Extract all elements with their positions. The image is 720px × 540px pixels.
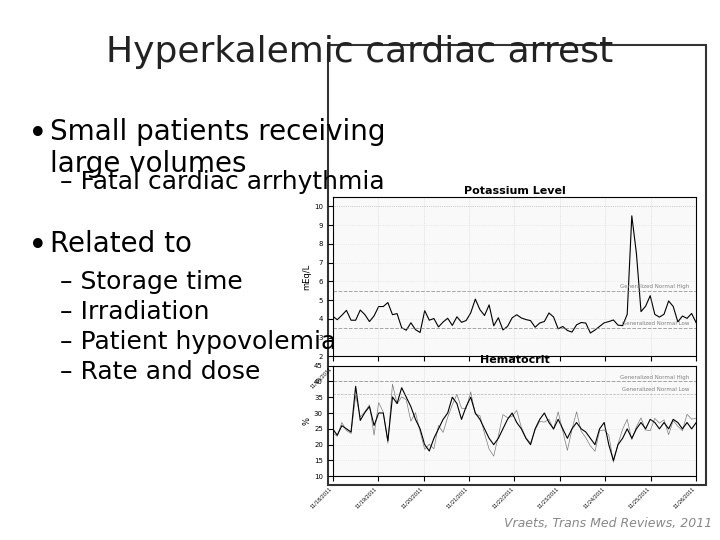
- Text: Vraets, Trans Med Reviews, 2011: Vraets, Trans Med Reviews, 2011: [504, 517, 712, 530]
- Y-axis label: mEq/L: mEq/L: [302, 264, 311, 290]
- Text: Generalized Normal Low: Generalized Normal Low: [621, 388, 689, 393]
- Title: Hematocrit: Hematocrit: [480, 355, 549, 365]
- Text: – Fatal cardiac arrhythmia: – Fatal cardiac arrhythmia: [60, 170, 384, 194]
- Text: Related to: Related to: [50, 230, 192, 258]
- Text: Hyperkalemic cardiac arrest: Hyperkalemic cardiac arrest: [107, 35, 613, 69]
- Text: •: •: [28, 230, 48, 263]
- Text: – Rate and dose: – Rate and dose: [60, 360, 261, 384]
- Y-axis label: %: %: [302, 417, 311, 425]
- Text: – Patient hypovolemia: – Patient hypovolemia: [60, 330, 336, 354]
- Text: •: •: [28, 118, 48, 151]
- Text: – Storage time: – Storage time: [60, 270, 243, 294]
- Title: Potassium Level: Potassium Level: [464, 186, 565, 197]
- FancyBboxPatch shape: [328, 45, 706, 485]
- Text: Generalized Normal High: Generalized Normal High: [620, 284, 689, 289]
- Text: Generalized Normal Low: Generalized Normal Low: [621, 321, 689, 326]
- Text: Generalized Normal High: Generalized Normal High: [620, 375, 689, 380]
- Text: Small patients receiving
large volumes: Small patients receiving large volumes: [50, 118, 385, 178]
- Text: – Irradiation: – Irradiation: [60, 300, 210, 324]
